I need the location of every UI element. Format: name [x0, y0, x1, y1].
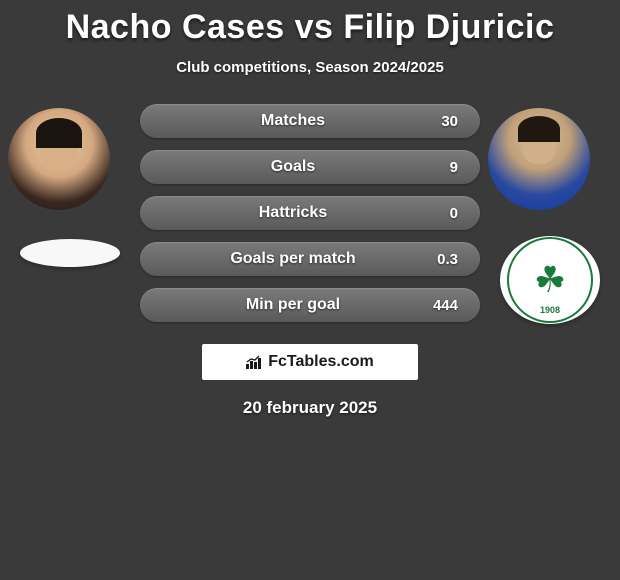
- club-left-badge: [20, 239, 120, 267]
- stat-value: 444: [424, 297, 458, 314]
- date-label: 20 february 2025: [0, 398, 620, 418]
- page-title: Nacho Cases vs Filip Djuricic: [0, 8, 620, 47]
- chart-icon: [246, 355, 264, 369]
- stat-row-goals: Goals 9: [140, 150, 480, 184]
- club-right-badge: ☘ 1908: [500, 236, 600, 324]
- stat-row-matches: Matches 30: [140, 104, 480, 138]
- stat-value: 30: [424, 113, 458, 130]
- comparison-card: Nacho Cases vs Filip Djuricic Club compe…: [0, 0, 620, 418]
- stat-label: Goals: [162, 158, 424, 176]
- stat-label: Hattricks: [162, 204, 424, 222]
- source-logo-text: FcTables.com: [268, 353, 374, 371]
- stats-list: Matches 30 Goals 9 Hattricks 0 Goals per…: [140, 104, 480, 334]
- clover-icon: ☘: [534, 262, 566, 298]
- stat-value: 9: [424, 159, 458, 176]
- stat-row-goals-per-match: Goals per match 0.3: [140, 242, 480, 276]
- stat-value: 0.3: [424, 251, 458, 268]
- stat-row-hattricks: Hattricks 0: [140, 196, 480, 230]
- club-right-year: 1908: [540, 305, 560, 315]
- club-right-ring: ☘ 1908: [507, 237, 593, 323]
- main-area: ☘ 1908 Matches 30 Goals 9 Hattricks 0 Go…: [0, 104, 620, 334]
- stat-value: 0: [424, 205, 458, 222]
- source-logo: FcTables.com: [202, 344, 418, 380]
- stat-label: Goals per match: [162, 250, 424, 268]
- stat-label: Min per goal: [162, 296, 424, 314]
- subtitle: Club competitions, Season 2024/2025: [0, 59, 620, 76]
- player-right-avatar: [488, 108, 590, 210]
- stat-row-min-per-goal: Min per goal 444: [140, 288, 480, 322]
- player-left-avatar: [8, 108, 110, 210]
- stat-label: Matches: [162, 112, 424, 130]
